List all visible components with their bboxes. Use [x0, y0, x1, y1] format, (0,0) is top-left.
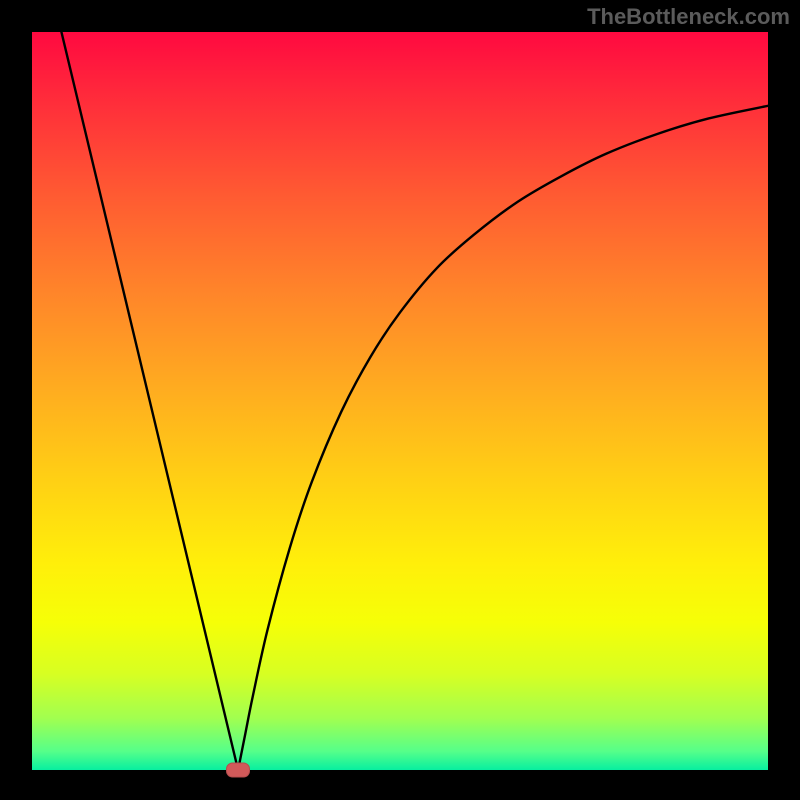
notch-marker — [226, 763, 250, 778]
gradient-background — [32, 32, 768, 770]
chart-container: TheBottleneck.com — [0, 0, 800, 800]
plot-svg — [32, 32, 768, 770]
plot-area — [32, 32, 768, 770]
bottleneck-curve — [61, 32, 768, 770]
watermark-text: TheBottleneck.com — [587, 4, 790, 30]
